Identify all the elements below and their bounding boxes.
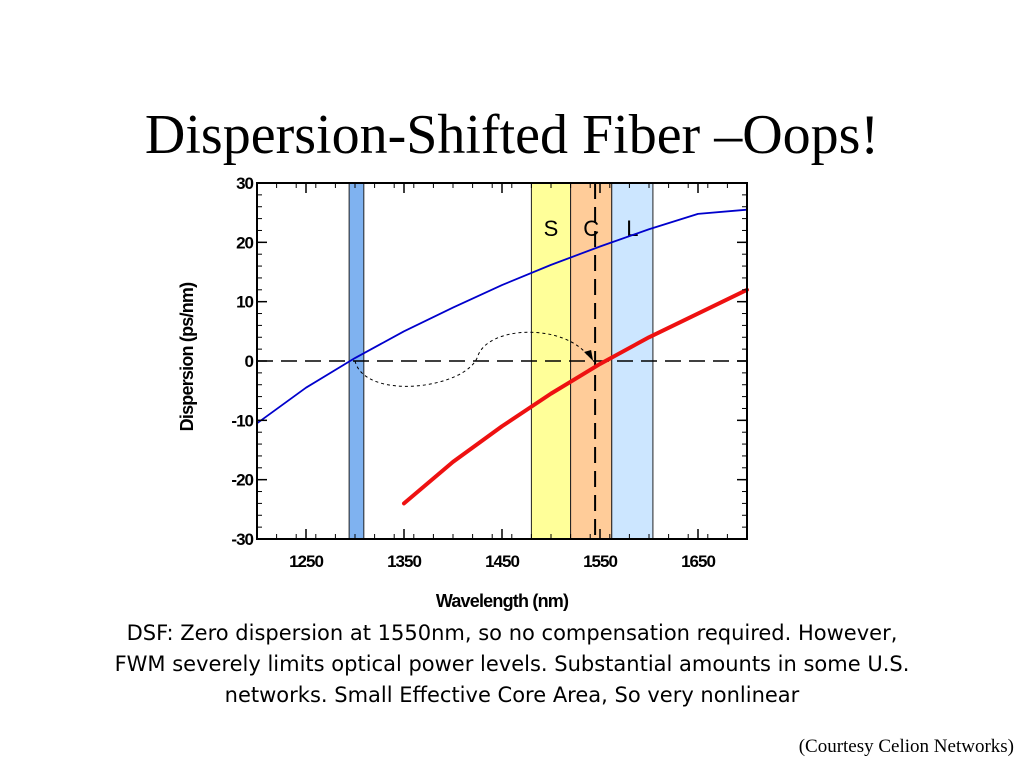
y-tick-label: 30 [236,174,253,193]
caption-line-1: DSF: Zero dispersion at 1550nm, so no co… [126,621,898,645]
x-tick-label: 1450 [485,552,519,571]
y-tick-label: 0 [245,352,254,371]
y-tick-label: -30 [231,530,253,549]
y-axis-label: Dispersion (ps/nm) [177,282,197,431]
shift-arrow-curve [354,331,590,387]
x-tick-label: 1650 [681,552,715,571]
slide-title: Dispersion-Shifted Fiber –Oops! [144,104,880,166]
x-tick-label: 1350 [387,552,421,571]
caption-line-3: networks. Small Effective Core Area, So … [224,683,800,707]
series-line-1 [256,208,748,425]
band-label-s: S [544,216,559,241]
x-axis-label: Wavelength (nm) [436,591,569,611]
credit-text: (Courtesy Celion Networks) [798,736,1014,757]
y-tick-label: 20 [236,233,253,252]
caption-line-2: FWM severely limits optical power levels… [114,652,910,676]
y-tick-label: 10 [236,293,253,312]
x-tick-label: 1550 [583,552,617,571]
x-tick-label: 1250 [289,552,323,571]
slide-caption: DSF: Zero dispersion at 1550nm, so no co… [40,618,984,711]
y-tick-label: -10 [231,411,253,430]
y-tick-label: -20 [231,471,253,490]
band-label-c: C [583,216,599,241]
series-line-2 [402,287,749,506]
shift-arrow-head [584,350,594,361]
